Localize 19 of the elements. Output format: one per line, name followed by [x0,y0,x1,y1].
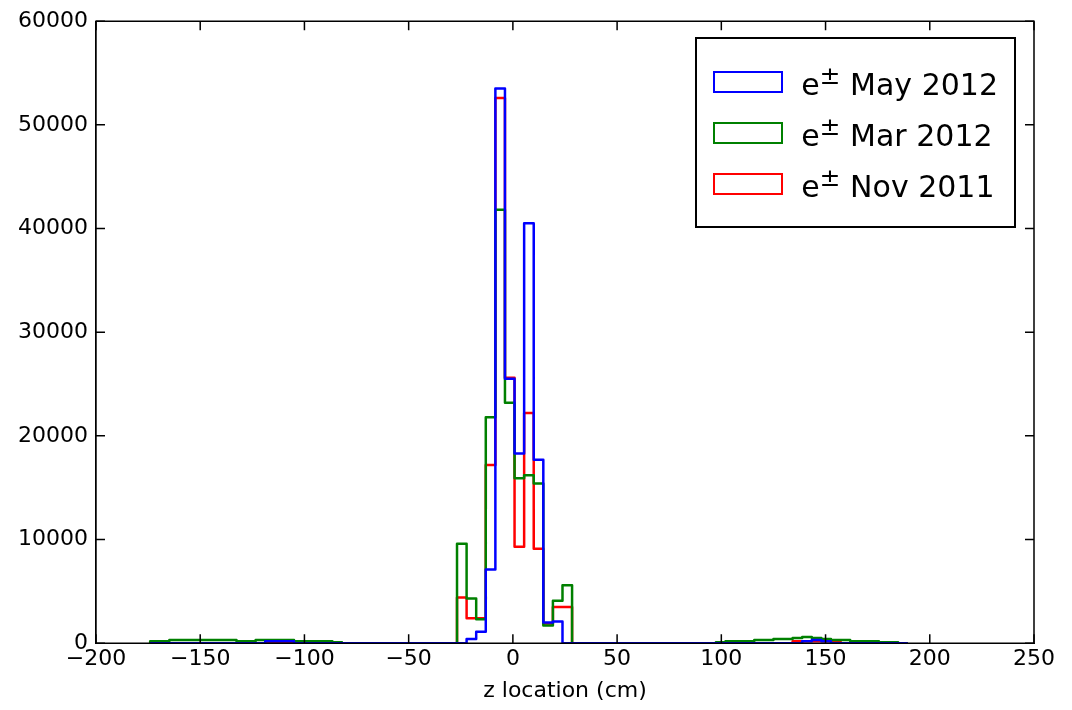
y-tick-label: 20000 [17,421,88,447]
y-tick-label: 50000 [17,110,88,136]
x-tick-label: −100 [274,645,335,671]
x-tick-label: −50 [385,645,432,671]
x-tick-label: 150 [804,645,847,671]
x-tick-label: 100 [700,645,743,671]
legend-label: e$^{±}$ May 2012 [801,61,998,103]
y-tick-label: 40000 [17,214,88,240]
x-tick-label: 250 [1013,645,1055,671]
x-tick-label: 50 [603,645,632,671]
legend-label: e$^{±}$ Mar 2012 [801,112,993,154]
y-tick-label: 60000 [17,6,88,32]
y-tick-label: 30000 [17,317,88,343]
y-tick-label: 10000 [17,525,88,551]
x-tick-label: 200 [908,645,951,671]
x-axis-title: z location (cm) [483,676,647,702]
legend-label: e$^{±}$ Nov 2011 [801,163,995,205]
x-tick-label: −150 [169,645,231,671]
x-tick-label: 0 [505,645,520,671]
